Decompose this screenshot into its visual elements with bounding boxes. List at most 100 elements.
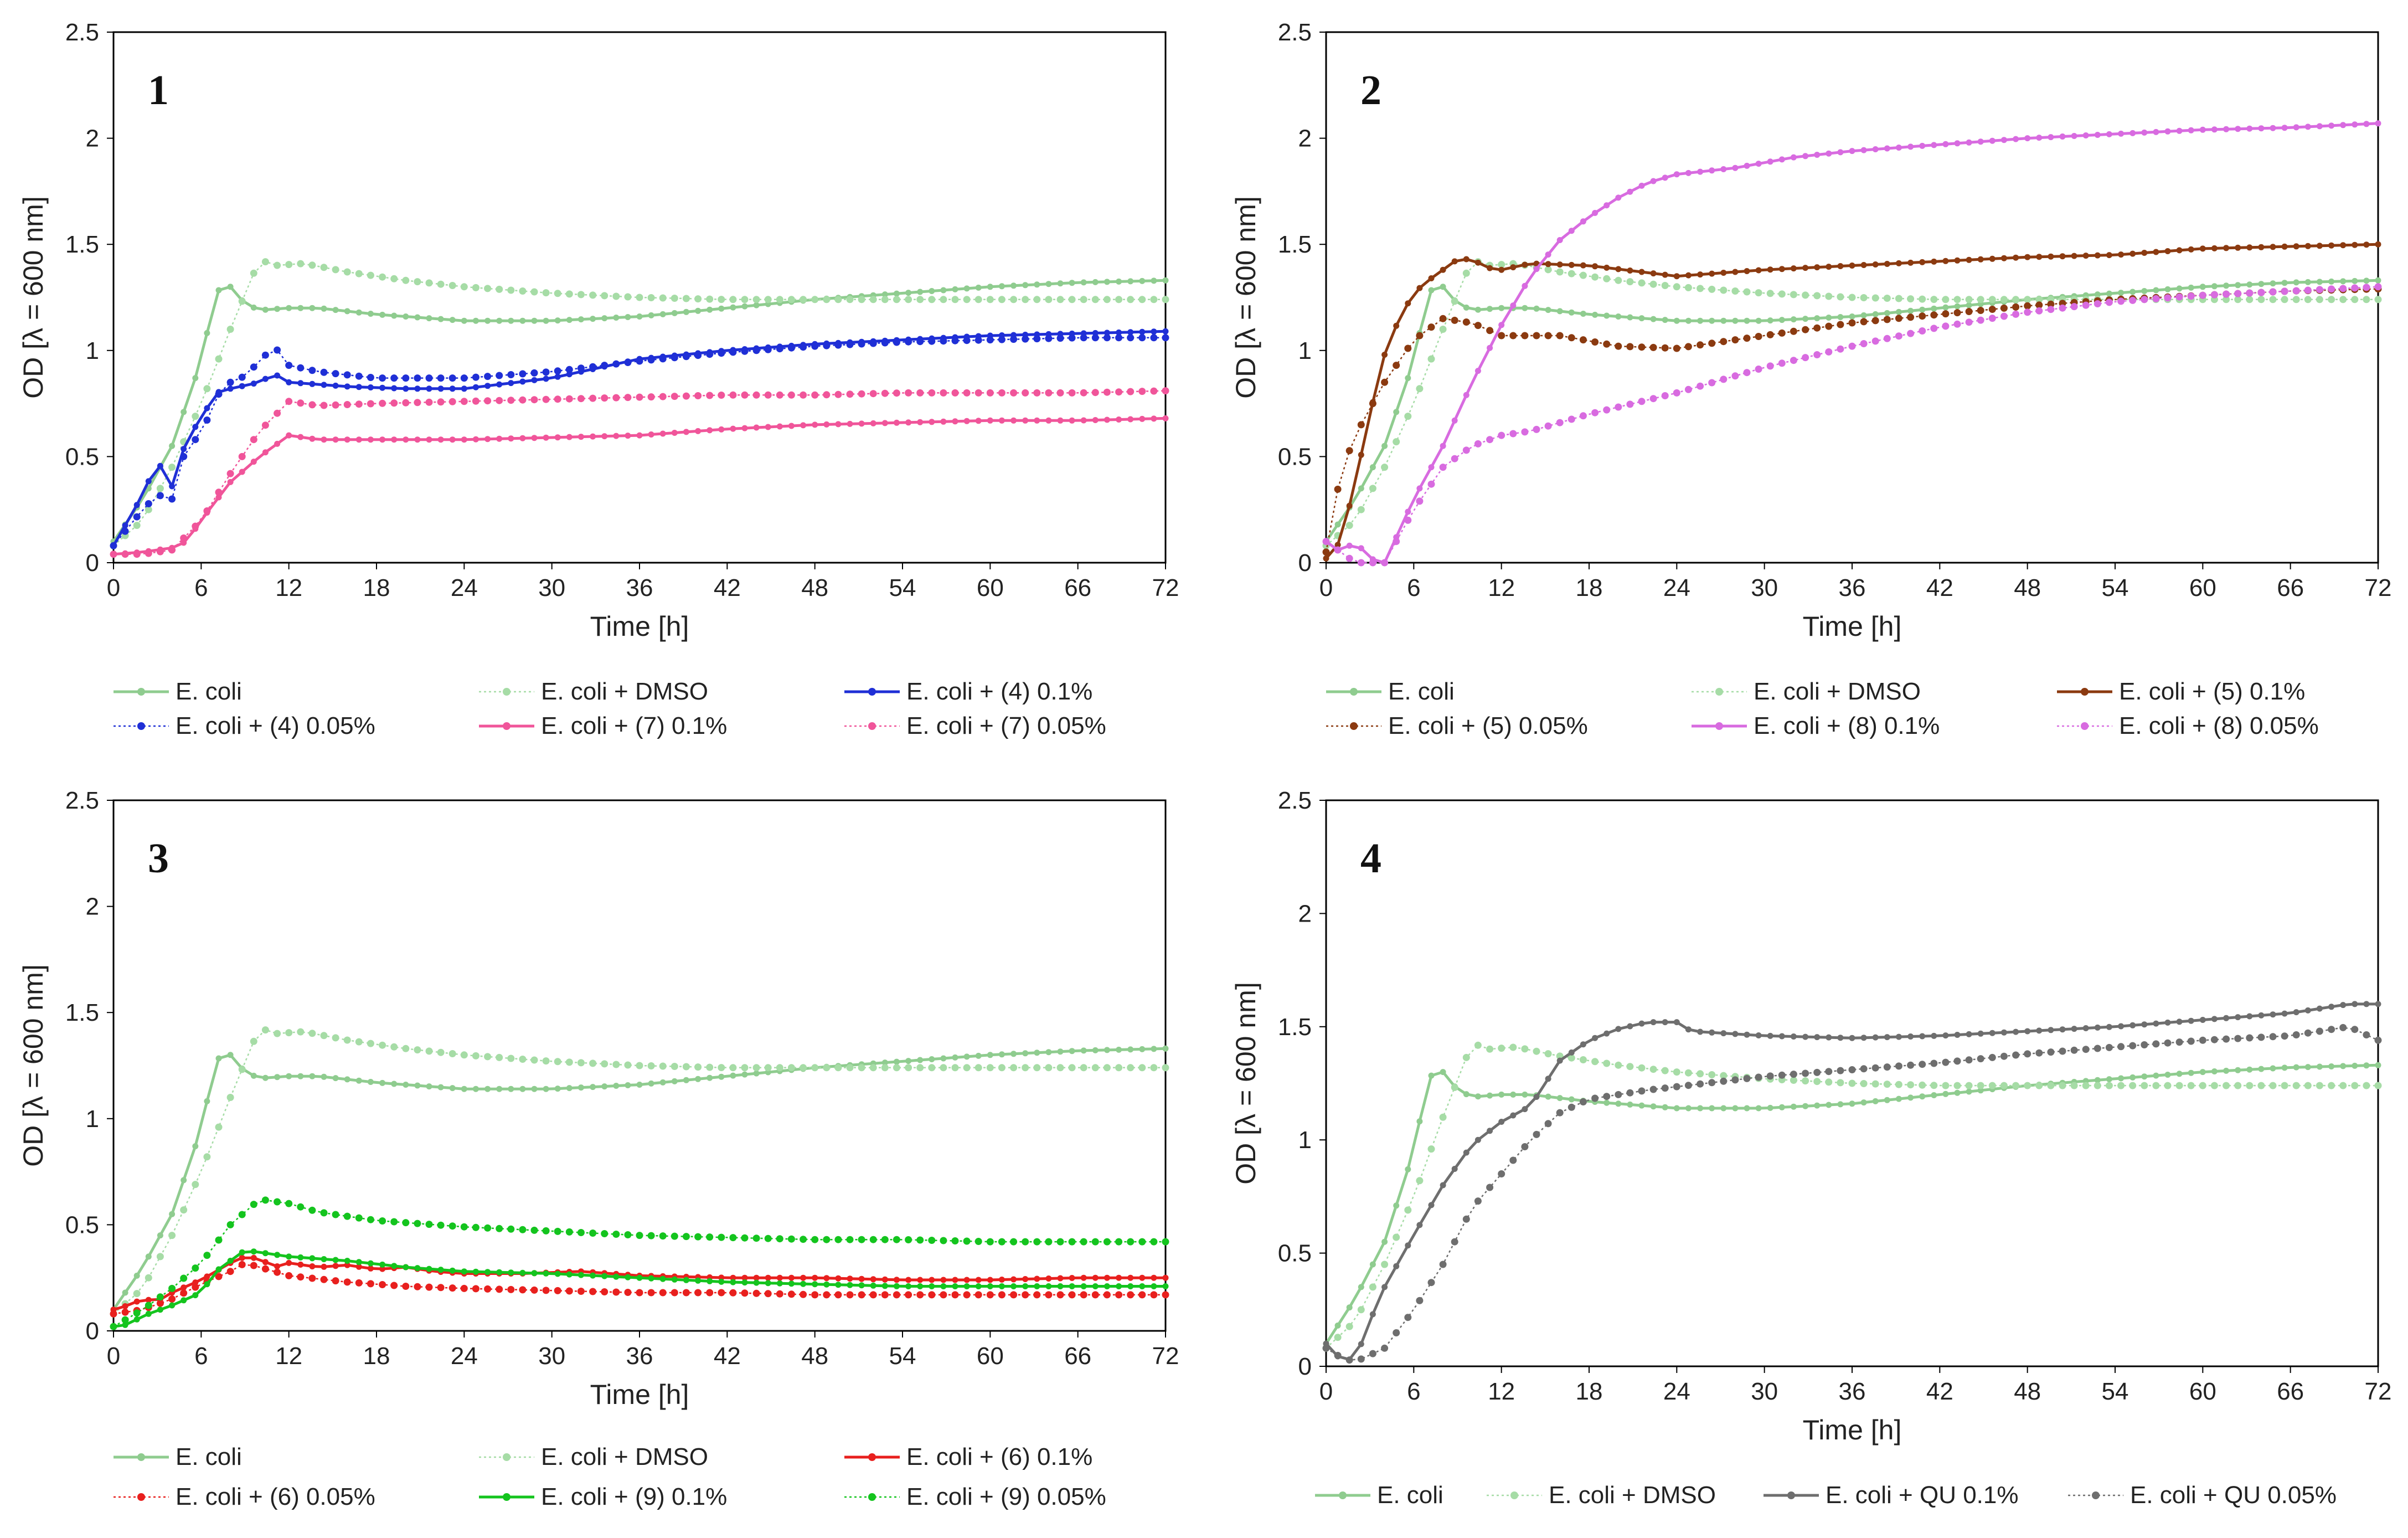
data-point <box>484 383 491 389</box>
data-point <box>2164 1082 2172 1089</box>
data-point <box>1767 1032 1773 1039</box>
data-point <box>250 380 257 387</box>
x-tick-label: 30 <box>1751 1378 1778 1405</box>
data-point <box>1638 1064 1646 1072</box>
data-point <box>1580 262 1586 269</box>
data-point <box>1069 280 1075 286</box>
data-point <box>156 1293 164 1301</box>
data-point <box>741 1279 748 1286</box>
data-point <box>998 1283 1005 1289</box>
data-point <box>1662 1104 1668 1110</box>
x-tick-label: 48 <box>2014 574 2041 601</box>
series-1 <box>1323 1062 2381 1347</box>
data-point <box>1138 1064 1146 1072</box>
data-point <box>2374 1082 2382 1089</box>
x-tick-label: 0 <box>1319 1378 1333 1405</box>
data-point <box>542 395 550 403</box>
data-point <box>1080 1238 1087 1246</box>
data-point <box>998 389 1006 397</box>
data-point <box>1720 270 1727 276</box>
data-point <box>496 1225 503 1232</box>
data-point <box>2000 137 2007 143</box>
data-point <box>2293 243 2299 250</box>
data-point <box>496 381 503 388</box>
data-point <box>1778 359 1786 367</box>
data-point <box>496 435 503 442</box>
data-point <box>963 1064 971 1072</box>
data-point <box>975 284 982 291</box>
data-point <box>2024 296 2031 304</box>
data-point <box>274 372 281 379</box>
data-point <box>928 389 936 397</box>
data-point <box>671 1063 678 1070</box>
data-point <box>2187 1037 2195 1045</box>
data-point <box>590 316 596 322</box>
data-point <box>940 1055 947 1062</box>
data-point <box>1162 1291 1169 1299</box>
data-point <box>846 1236 854 1243</box>
chart-panel-1: 00.511.522.50 6 12 18 24 30 36 42 48 54 60 66 72Time… <box>18 19 1179 739</box>
x-tick-label: 36 <box>1839 1378 1866 1405</box>
legend-label: E. coli + (4) 0.05% <box>176 712 375 739</box>
data-point <box>1487 1128 1493 1134</box>
panel-number: 1 <box>148 67 169 114</box>
data-point <box>1451 1238 1458 1246</box>
data-point <box>367 1040 374 1047</box>
data-point <box>1907 259 1914 266</box>
data-point <box>2210 291 2218 299</box>
data-point <box>379 1261 386 1268</box>
data-point <box>1544 1050 1552 1058</box>
data-point <box>613 315 620 321</box>
data-point <box>133 1309 141 1317</box>
data-point <box>355 384 362 390</box>
data-point <box>1872 1034 1879 1041</box>
data-point <box>1115 1238 1123 1246</box>
data-point <box>1755 333 1762 340</box>
data-point <box>1813 292 1821 300</box>
data-point <box>2234 1082 2242 1089</box>
data-point <box>355 1279 363 1287</box>
data-point <box>1462 1215 1470 1223</box>
data-point <box>460 398 468 405</box>
data-point <box>1744 317 1750 324</box>
data-point <box>1138 1238 1146 1246</box>
data-point <box>425 279 433 287</box>
data-point <box>1440 443 1446 449</box>
data-point <box>893 1064 900 1072</box>
data-point <box>1755 317 1762 324</box>
data-point <box>928 1064 936 1072</box>
data-point <box>601 1060 609 1068</box>
data-point <box>367 374 374 381</box>
data-point <box>414 278 421 286</box>
data-point <box>1919 312 1926 320</box>
data-point <box>648 1275 654 1282</box>
data-point <box>437 316 444 322</box>
data-point <box>530 288 538 296</box>
data-point <box>577 316 584 323</box>
data-point <box>2048 253 2054 260</box>
data-point <box>2153 249 2159 255</box>
data-point <box>1345 1356 1353 1364</box>
data-point <box>496 372 503 379</box>
data-point <box>1393 362 1400 369</box>
data-point <box>987 1277 993 1283</box>
data-point <box>238 1066 246 1073</box>
data-point <box>181 1297 187 1304</box>
data-point <box>261 1196 269 1204</box>
data-point <box>531 1270 538 1277</box>
data-point <box>1057 1048 1064 1055</box>
data-point <box>262 1250 269 1257</box>
data-point <box>577 1288 585 1295</box>
data-point <box>1919 1033 1926 1040</box>
data-point <box>1162 1045 1169 1052</box>
data-point <box>1139 1283 1146 1289</box>
x-tick-label: 0 <box>107 1342 120 1370</box>
data-point <box>612 394 620 402</box>
data-point <box>881 296 889 304</box>
data-point <box>122 1289 128 1296</box>
data-point <box>1977 307 1984 314</box>
data-point <box>1567 1103 1575 1111</box>
data-point <box>2304 1082 2312 1089</box>
data-point <box>543 1086 549 1092</box>
data-point <box>1930 1059 1938 1067</box>
